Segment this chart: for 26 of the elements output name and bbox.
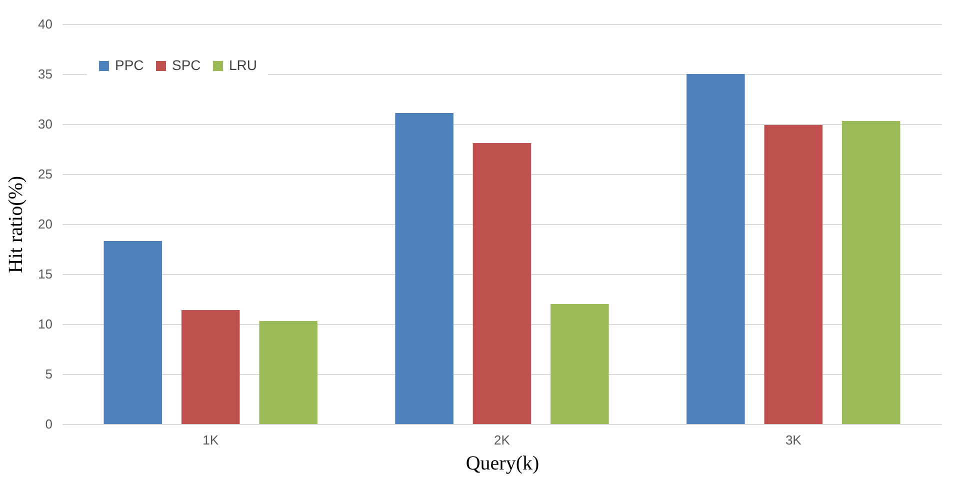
bar <box>472 143 532 424</box>
y-tick-label: 0 <box>45 416 52 432</box>
y-tick-label: 40 <box>38 16 52 32</box>
legend-label: SPC <box>172 57 201 73</box>
legend-label: PPC <box>115 57 144 73</box>
bar <box>842 121 900 424</box>
y-axis-title: Hit ratio(%) <box>5 176 28 274</box>
x-tick-label: 1K <box>202 432 219 448</box>
bar <box>104 241 162 424</box>
y-tick-label: 35 <box>38 66 52 82</box>
legend-label: LRU <box>229 57 258 73</box>
bar <box>259 321 318 424</box>
bar <box>686 74 745 424</box>
x-tick-label: 2K <box>494 432 510 448</box>
bar <box>550 304 609 424</box>
bar <box>181 310 240 424</box>
y-tick-label: 25 <box>38 166 52 182</box>
bar <box>395 113 454 424</box>
y-tick-label: 20 <box>38 216 52 232</box>
y-tick-label: 30 <box>38 116 52 132</box>
y-tick-label: 5 <box>45 366 52 382</box>
x-axis-title: Query(k) <box>466 452 540 474</box>
x-tick-label: 3K <box>785 432 802 448</box>
y-tick-label: 10 <box>38 316 52 332</box>
bar <box>764 125 823 424</box>
y-tick-label: 15 <box>38 266 52 282</box>
